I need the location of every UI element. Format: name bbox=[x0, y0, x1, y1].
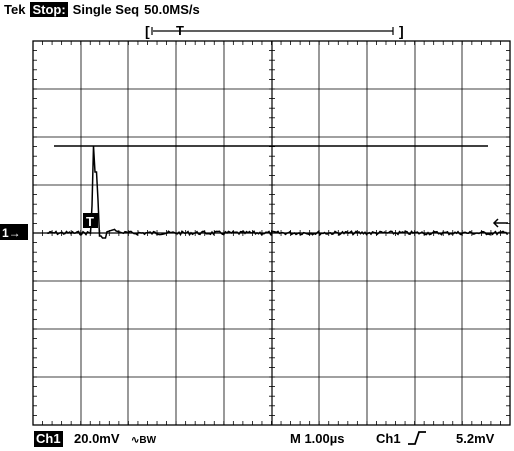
acquisition-state-badge: Stop: bbox=[30, 1, 68, 17]
graticule bbox=[32, 40, 511, 426]
trigger-level-arrow-icon bbox=[492, 218, 508, 228]
volts-per-div: 20.0mV bbox=[74, 431, 120, 446]
status-footer: Ch1 20.0mV ∿BW M 1.00µs Ch1 5.2mV bbox=[0, 430, 514, 448]
record-position-bar: [ ] T bbox=[145, 23, 404, 39]
trigger-point-marker: T bbox=[83, 213, 98, 229]
ch1-ground-marker: 1→ bbox=[0, 224, 28, 240]
trigger-position-marker: T bbox=[176, 23, 184, 38]
status-header: Tek Stop: Single Seq 50.0MS/s bbox=[4, 1, 200, 17]
ch1-marker-label: 1→ bbox=[2, 226, 21, 240]
timebase: M 1.00µs bbox=[290, 431, 345, 446]
rising-edge-icon bbox=[407, 430, 427, 450]
channel-badge: Ch1 bbox=[34, 431, 63, 447]
ch1-waveform bbox=[46, 145, 509, 239]
trigger-point-letter: T bbox=[86, 214, 94, 229]
svg-text:[: [ bbox=[145, 23, 150, 39]
trigger-level: 5.2mV bbox=[456, 431, 495, 446]
acquisition-mode: Single Seq bbox=[72, 1, 140, 17]
bandwidth-limit-icon: ∿BW bbox=[131, 435, 157, 446]
trigger-source: Ch1 bbox=[376, 431, 401, 446]
brand-label: Tek bbox=[4, 1, 26, 17]
svg-text:]: ] bbox=[399, 23, 404, 39]
sample-rate: 50.0MS/s bbox=[144, 1, 200, 17]
